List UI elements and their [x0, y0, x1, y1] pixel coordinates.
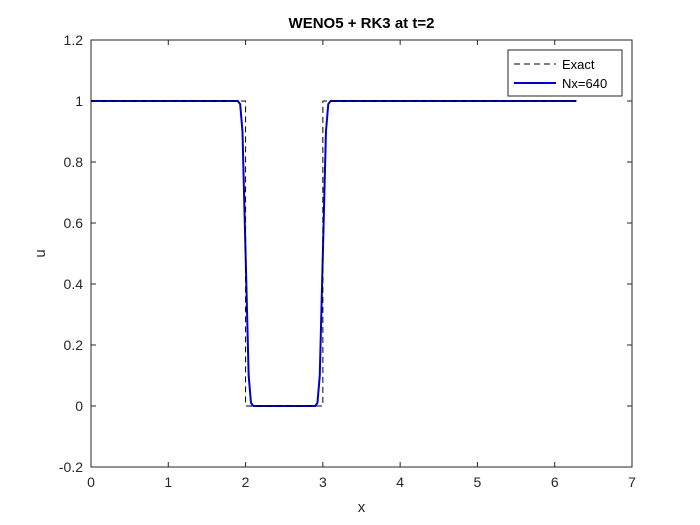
x-tick-label: 7 [628, 474, 636, 490]
y-tick-label: 0.4 [64, 276, 84, 292]
y-tick-label: 1 [75, 93, 83, 109]
legend-box [507, 49, 623, 97]
y-axis-label: u [32, 249, 49, 257]
x-tick-label: 3 [319, 474, 327, 490]
x-tick-label: 2 [242, 474, 250, 490]
plot-area [90, 39, 633, 468]
axis-ticks: 0 1 2 3 4 5 6 7-0.200.20.40.60.811.2 [59, 32, 636, 490]
series-line-exact [91, 100, 577, 407]
chart-title: WENO5 + RK3 at t=2 [289, 15, 435, 32]
x-tick-label: 5 [474, 474, 482, 490]
x-tick-label: 0 [87, 474, 95, 490]
legend-label: Exact [562, 57, 595, 72]
y-tick-label: 0.8 [64, 154, 84, 170]
y-tick-label: -0.2 [59, 459, 83, 475]
y-tick-label: 0 [75, 398, 83, 414]
series-line-nx-640 [91, 100, 577, 407]
legend-label: Nx=640 [562, 76, 607, 91]
x-tick-label: 4 [396, 474, 404, 490]
legend: Exact Nx=640 [507, 49, 623, 97]
y-tick-label: 0.6 [64, 215, 84, 231]
x-tick-label: 1 [164, 474, 172, 490]
x-axis-label: x [358, 499, 366, 516]
x-tick-label: 6 [551, 474, 559, 490]
y-tick-label: 1.2 [64, 32, 84, 48]
series-lines [91, 100, 577, 407]
y-tick-label: 0.2 [64, 337, 84, 353]
